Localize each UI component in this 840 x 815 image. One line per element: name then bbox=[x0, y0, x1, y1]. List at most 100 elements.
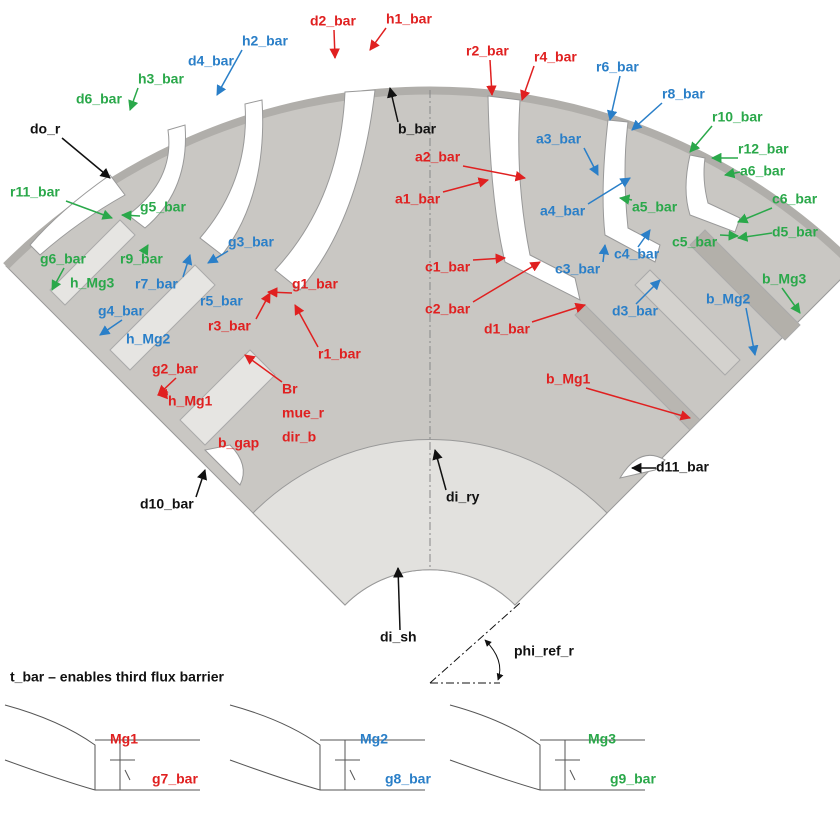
phi-reference bbox=[429, 602, 521, 684]
pointer-arrow bbox=[51, 267, 65, 291]
dimension-label: r12_bar bbox=[738, 141, 789, 157]
dimension-label: g6_bar bbox=[40, 251, 86, 267]
pointer-arrow bbox=[719, 230, 740, 241]
dimension-label: c3_bar bbox=[555, 261, 601, 277]
pointer-arrow bbox=[606, 75, 621, 122]
pointer-arrow bbox=[255, 292, 271, 320]
dimension-label: a6_bar bbox=[740, 163, 786, 179]
pointer-arrow bbox=[723, 167, 741, 179]
dimension-label: g2_bar bbox=[152, 361, 198, 377]
dimension-label: r10_bar bbox=[712, 109, 763, 125]
pointer-arrow bbox=[618, 194, 633, 205]
pointer-arrow bbox=[520, 65, 535, 101]
dimension-label: Br bbox=[282, 381, 298, 397]
dimension-label: g3_bar bbox=[228, 234, 274, 250]
dimension-label: b_Mg2 bbox=[706, 291, 751, 307]
dimension-label: phi_ref_r bbox=[514, 643, 574, 659]
pointer-arrow bbox=[138, 244, 149, 256]
dimension-label: a5_bar bbox=[632, 199, 678, 215]
dimension-label: Mg3 bbox=[588, 731, 616, 747]
dimension-label: r2_bar bbox=[466, 43, 509, 59]
dimension-label: b_Mg3 bbox=[762, 271, 807, 287]
pointer-arrow bbox=[120, 210, 141, 221]
dimension-label: h3_bar bbox=[138, 71, 184, 87]
pointer-arrow bbox=[329, 29, 340, 60]
pointer-arrow bbox=[472, 261, 541, 303]
dimension-label: dir_b bbox=[282, 429, 316, 445]
pointer-arrow bbox=[745, 307, 759, 357]
dimension-label: g8_bar bbox=[385, 771, 431, 787]
dimension-label: r7_bar bbox=[135, 276, 178, 292]
pointer-arrow bbox=[442, 177, 490, 193]
pointer-arrow bbox=[598, 243, 610, 263]
dimension-label: r5_bar bbox=[200, 293, 243, 309]
dimension-label: di_sh bbox=[380, 629, 417, 645]
dimension-label: d3_bar bbox=[612, 303, 658, 319]
pointer-arrow bbox=[631, 102, 663, 131]
dimension-label: r6_bar bbox=[596, 59, 639, 75]
dimension-label: r9_bar bbox=[120, 251, 163, 267]
pointer-arrow bbox=[195, 469, 207, 498]
pointer-arrow bbox=[737, 207, 773, 224]
dimension-label: b_Mg1 bbox=[546, 371, 591, 387]
dimension-label: h_Mg1 bbox=[168, 393, 213, 409]
dimension-label: a4_bar bbox=[540, 203, 586, 219]
dimension-label: c4_bar bbox=[614, 246, 660, 262]
pointer-arrow bbox=[689, 125, 713, 153]
dimension-label: d11_bar bbox=[656, 459, 709, 475]
pointer-arrow bbox=[128, 87, 139, 111]
pointer-arrow bbox=[635, 279, 661, 305]
dimension-label: b_gap bbox=[218, 435, 259, 451]
dimension-label: g7_bar bbox=[152, 771, 198, 787]
dimension-label: b_bar bbox=[398, 121, 437, 137]
dimension-label: g5_bar bbox=[140, 199, 186, 215]
dimension-label: Mg2 bbox=[360, 731, 388, 747]
dimension-label: g9_bar bbox=[610, 771, 656, 787]
dimension-label: di_ry bbox=[446, 489, 480, 505]
dimension-label: r3_bar bbox=[208, 318, 251, 334]
dimension-label: a1_bar bbox=[395, 191, 441, 207]
pointer-arrow bbox=[432, 448, 447, 491]
dimension-label: d10_bar bbox=[140, 496, 194, 512]
dimension-label: h_Mg2 bbox=[126, 331, 171, 347]
dimension-label: r4_bar bbox=[534, 49, 577, 65]
pointer-arrow bbox=[637, 229, 651, 248]
pointer-arrow bbox=[587, 177, 631, 205]
dimension-label: h_Mg3 bbox=[70, 275, 115, 291]
pointer-arrow bbox=[156, 388, 169, 400]
dimension-label: c6_bar bbox=[772, 191, 818, 207]
magnets bbox=[49, 219, 801, 446]
dimension-label: r8_bar bbox=[662, 86, 705, 102]
dimension-label: d4_bar bbox=[188, 53, 234, 69]
t-bar-sketches bbox=[4, 704, 645, 791]
dimension-label: a3_bar bbox=[536, 131, 582, 147]
pointer-arrow bbox=[583, 147, 599, 176]
pointer-arrow bbox=[182, 253, 193, 278]
dimension-label: r1_bar bbox=[318, 346, 361, 362]
dimension-label: mue_r bbox=[282, 405, 325, 421]
pointer-arrow bbox=[462, 165, 527, 182]
pointer-arrow bbox=[65, 200, 113, 220]
dimension-label: h1_bar bbox=[386, 11, 432, 27]
dimension-label: a2_bar bbox=[415, 149, 461, 165]
dimension-label: h2_bar bbox=[242, 33, 288, 49]
pointer-arrow bbox=[294, 304, 319, 348]
pointer-arrow bbox=[266, 287, 293, 298]
pointer-arrow bbox=[207, 250, 229, 264]
pointer-arrow bbox=[585, 387, 692, 421]
dimension-label: d2_bar bbox=[310, 13, 356, 29]
flux-barriers bbox=[29, 89, 741, 486]
dimension-label: Mg1 bbox=[110, 731, 138, 747]
dimension-label: c2_bar bbox=[425, 301, 471, 317]
dimension-label: t_bar – enables third flux barrier bbox=[10, 669, 225, 685]
pointer-arrow bbox=[531, 302, 586, 323]
dimension-label: d1_bar bbox=[484, 321, 530, 337]
dimension-label: g1_bar bbox=[292, 276, 338, 292]
pointer-arrow bbox=[244, 354, 283, 383]
pointer-arrow bbox=[99, 319, 123, 336]
dimension-label: do_r bbox=[30, 121, 61, 137]
pointer-arrow bbox=[61, 137, 111, 179]
pointer-arrow bbox=[369, 27, 387, 51]
pointer-arrow bbox=[393, 566, 404, 631]
